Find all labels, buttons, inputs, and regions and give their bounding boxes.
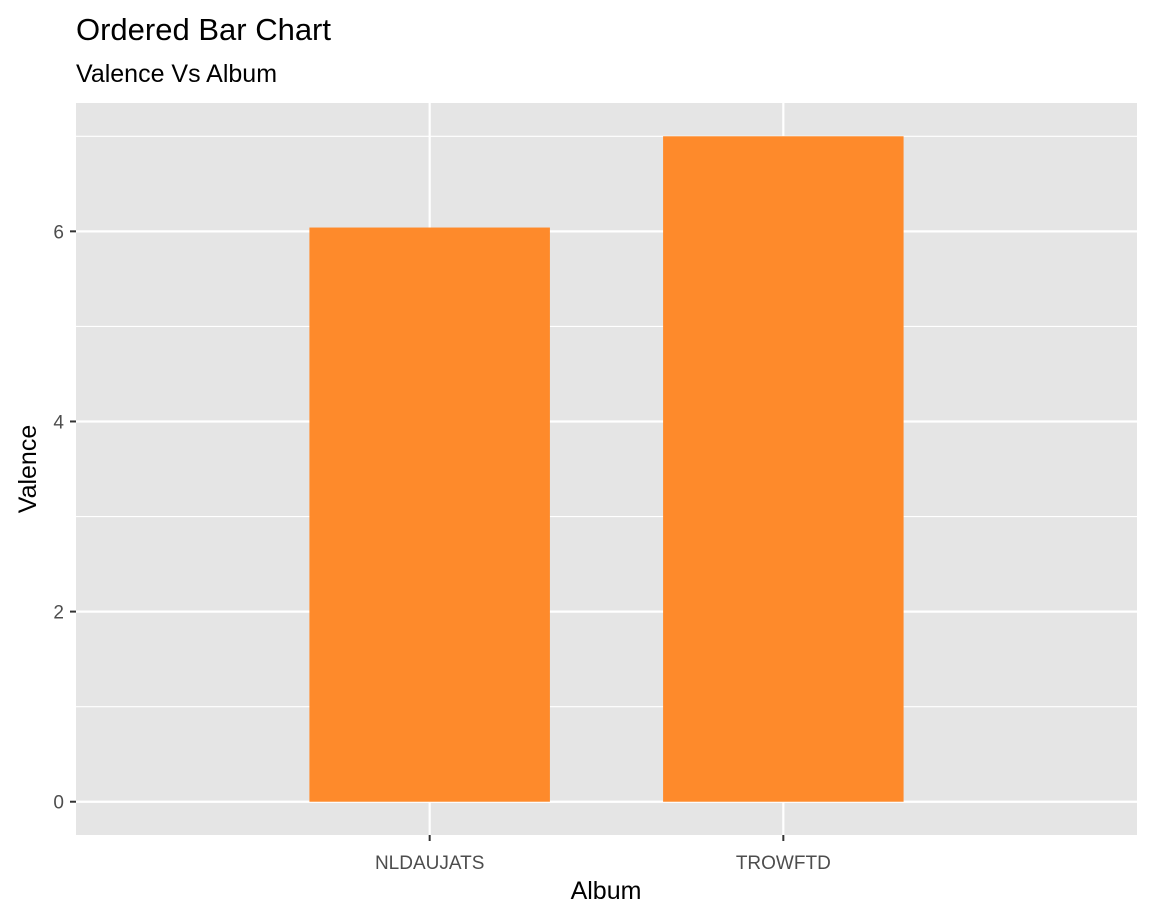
x-tick-label: TROWFTD <box>736 853 831 874</box>
y-axis-title: Valence <box>14 425 42 514</box>
chart-title: Ordered Bar Chart <box>76 12 331 47</box>
minor-gridlines <box>76 135 1137 708</box>
x-axis-title: Album <box>571 877 642 905</box>
plot-panel <box>76 103 1137 835</box>
y-axis-ticks: 0 2 4 6 <box>53 222 76 814</box>
y-tick-label: 6 <box>53 222 64 243</box>
chart-subtitle: Valence Vs Album <box>76 60 277 88</box>
y-tick-label: 2 <box>53 603 64 624</box>
bars <box>309 136 904 802</box>
x-axis-ticks: NLDAUJATS TROWFTD <box>375 835 831 874</box>
y-tick-label: 0 <box>53 793 64 814</box>
bar-nldaujats <box>309 227 550 802</box>
bar-trowftd <box>663 136 904 802</box>
y-tick-label: 4 <box>53 412 64 433</box>
x-tick-label: NLDAUJATS <box>375 853 484 874</box>
